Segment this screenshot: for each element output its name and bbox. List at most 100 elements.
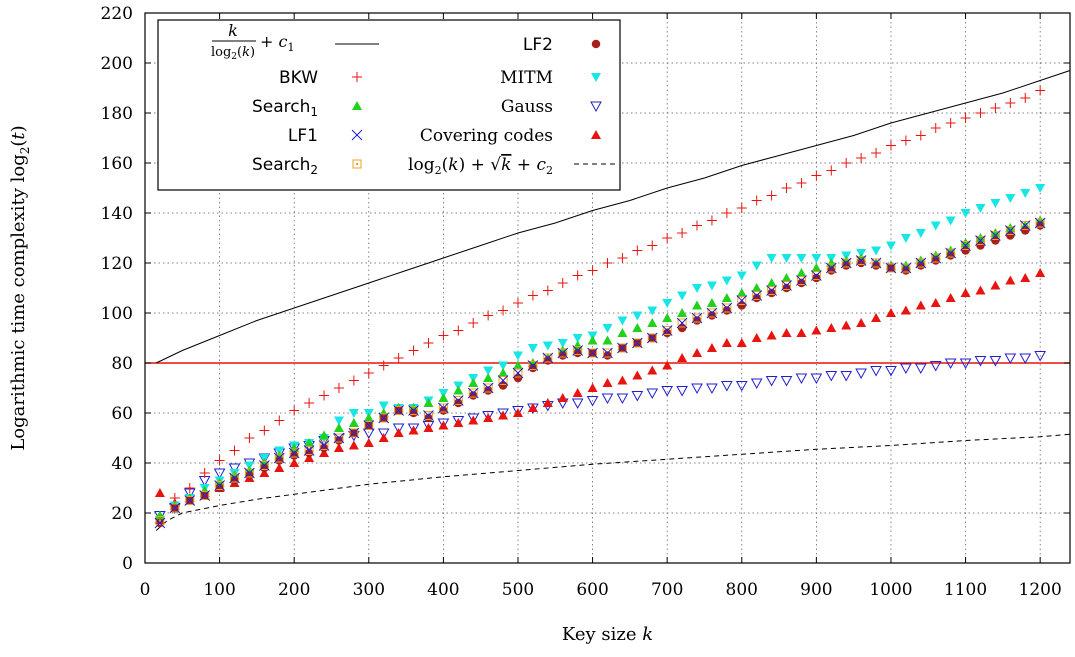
point-bkw	[468, 318, 479, 328]
point-bkw	[885, 140, 896, 151]
point-lf1	[855, 255, 867, 266]
point-search1	[975, 233, 986, 242]
point-covering-codes	[438, 420, 449, 430]
point-gauss	[616, 393, 629, 405]
point-covering-codes	[289, 458, 300, 467]
point-mitm	[512, 351, 523, 361]
point-mitm	[542, 341, 553, 351]
point-mitm	[333, 416, 344, 426]
point-lf1	[975, 235, 986, 246]
series-lf2	[155, 221, 1045, 528]
point-lf2	[230, 476, 239, 485]
point-search1	[751, 283, 762, 292]
point-lf2	[468, 391, 478, 400]
x-tick-label: 500	[502, 580, 534, 600]
point-mitm	[1035, 184, 1046, 193]
point-lf1	[423, 410, 434, 421]
point-gauss	[228, 463, 241, 475]
y-tick-labels: 0 20 40 60 80 100 120 140 160 180 200 220	[101, 4, 133, 574]
point-lf1	[646, 332, 658, 344]
point-covering-codes	[542, 398, 553, 407]
point-lf2	[946, 251, 955, 260]
point-bkw	[751, 195, 762, 206]
point-search1	[677, 308, 688, 317]
point-lf1	[1034, 217, 1046, 229]
point-bkw	[259, 425, 270, 436]
point-gauss	[377, 428, 390, 440]
point-mitm	[960, 209, 971, 218]
point-lf1	[960, 240, 971, 251]
point-covering-codes	[348, 440, 359, 450]
series-mitm	[154, 184, 1046, 526]
x-tick-label: 900	[800, 580, 832, 600]
point-bkw	[692, 220, 703, 231]
x-axis-title: Key size k	[562, 624, 653, 645]
point-lf2	[1006, 231, 1015, 240]
point-mitm	[348, 409, 359, 418]
point-lf2	[409, 408, 418, 418]
point-mitm	[378, 401, 389, 411]
y-axis-title: Logarithmic time complexity log2(t)	[8, 125, 32, 450]
point-bkw	[542, 285, 553, 296]
point-covering-codes	[423, 423, 434, 432]
point-gauss	[825, 371, 838, 382]
point-bkw	[214, 455, 225, 466]
point-gauss	[989, 356, 1002, 367]
point-search1	[438, 393, 449, 402]
point-bkw	[930, 123, 941, 133]
point-covering-codes	[915, 300, 926, 310]
point-search1	[348, 418, 359, 427]
point-gauss	[840, 371, 853, 382]
point-covering-codes	[602, 378, 613, 387]
y-tick-label: 120	[101, 254, 133, 274]
point-covering-codes	[781, 328, 792, 337]
legend-marker	[352, 101, 362, 110]
y-tick-label: 60	[111, 404, 133, 424]
legend-label-denominator: log2(k)	[211, 45, 255, 62]
point-bkw	[483, 310, 494, 321]
point-search1	[617, 328, 628, 337]
point-lf2	[961, 246, 970, 255]
legend-label: Search1	[252, 97, 318, 119]
axis-ticks	[144, 12, 1070, 564]
curve-log-k-plus-sqrt-k	[155, 433, 1071, 531]
point-lf1	[631, 337, 643, 349]
point-covering-codes	[766, 330, 777, 340]
point-search1	[289, 443, 300, 452]
point-bkw	[453, 325, 464, 336]
point-lf2	[856, 258, 866, 268]
point-covering-codes	[453, 418, 464, 427]
point-lf1	[870, 257, 882, 269]
point-gauss	[780, 376, 793, 387]
point-mitm	[945, 216, 956, 226]
point-lf1	[915, 257, 927, 269]
x-tick-label: 800	[726, 580, 758, 600]
point-gauss	[676, 386, 688, 397]
point-mitm	[766, 254, 777, 263]
point-lf2	[454, 398, 463, 408]
y-tick-label: 40	[111, 454, 133, 474]
point-lf1	[751, 290, 763, 301]
point-lf1	[169, 502, 181, 514]
point-bkw	[408, 345, 419, 356]
point-lf1	[945, 247, 956, 259]
series-covering-codes	[154, 268, 1046, 507]
point-bkw	[721, 208, 732, 218]
point-lf1	[572, 345, 584, 356]
legend-marker	[351, 129, 363, 141]
point-covering-codes	[975, 285, 986, 295]
point-mitm	[572, 334, 583, 343]
point-covering-codes	[408, 425, 419, 435]
y-tick-label: 20	[111, 504, 133, 524]
point-covering-codes	[154, 488, 165, 497]
point-lf2	[797, 278, 806, 288]
point-lf1	[214, 480, 225, 491]
point-mitm	[602, 324, 613, 333]
point-covering-codes	[885, 308, 896, 317]
point-gauss	[795, 373, 808, 385]
point-bkw	[632, 245, 643, 256]
point-bkw	[1020, 93, 1031, 103]
point-covering-codes	[572, 388, 583, 397]
point-search1	[453, 385, 464, 395]
